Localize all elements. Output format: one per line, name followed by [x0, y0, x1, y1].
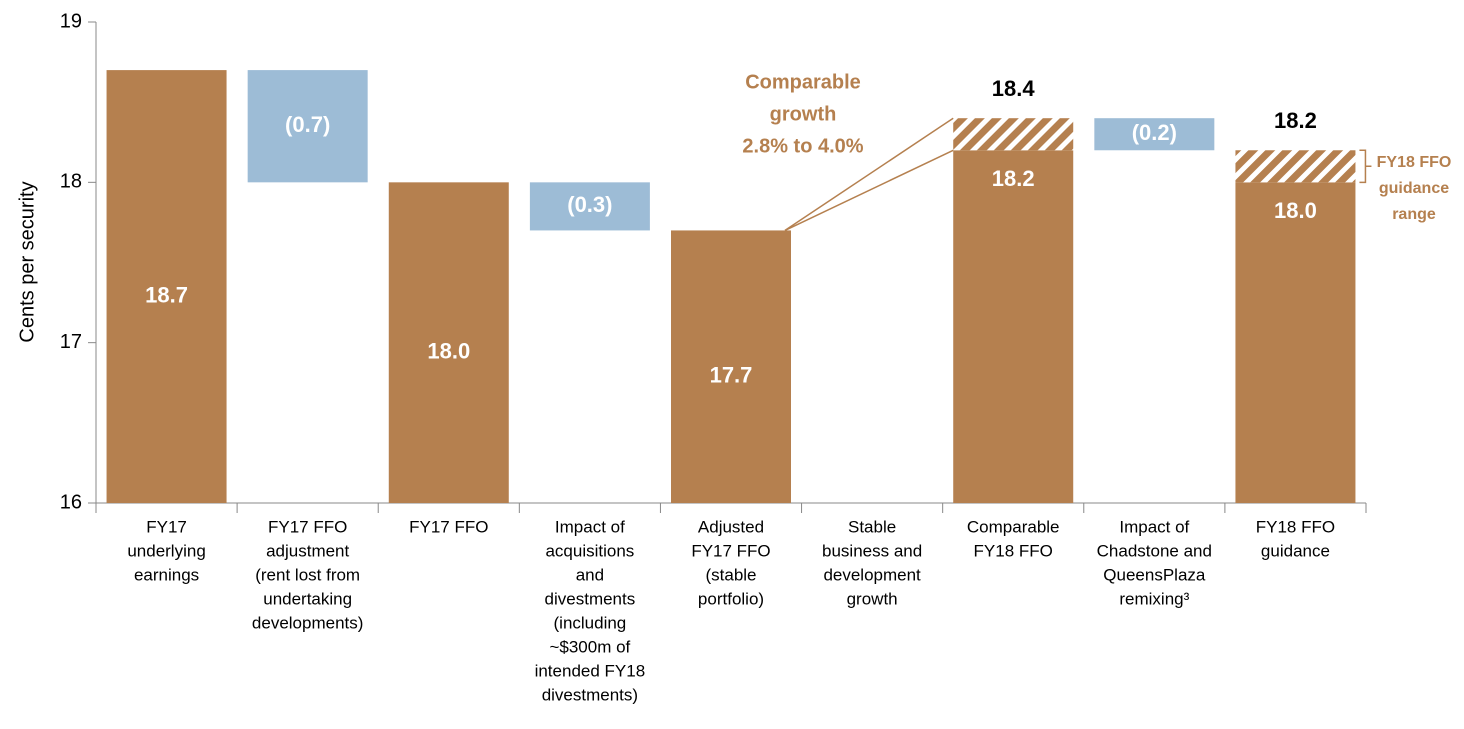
- value-label: 18.7: [145, 282, 188, 307]
- x-tick-label: and: [576, 565, 604, 584]
- value-label: 18.0: [1274, 198, 1317, 223]
- bar: [388, 182, 509, 504]
- x-tick-label: FY17: [146, 517, 187, 536]
- x-tick-label: Adjusted: [698, 517, 764, 536]
- x-tick-label: Impact of: [1119, 517, 1189, 536]
- x-tick-label: development: [823, 565, 921, 584]
- annotation: growth: [770, 103, 837, 125]
- bracket: [1359, 149, 1372, 184]
- x-tick-label: Impact of: [555, 517, 625, 536]
- value-label: (0.7): [285, 112, 330, 137]
- x-tick-label: (including: [554, 613, 627, 632]
- bar: [1235, 182, 1356, 504]
- annotation: Comparable: [745, 71, 861, 93]
- x-tick-label: remixing³: [1119, 589, 1189, 608]
- x-tick-label: Stable: [848, 517, 896, 536]
- delta-bar: [529, 182, 650, 231]
- x-tick-label: QueensPlaza: [1103, 565, 1206, 584]
- x-tick-label: FY18 FFO: [974, 541, 1053, 560]
- x-tick-label: (rent lost from: [255, 565, 360, 584]
- bar: [671, 230, 791, 503]
- x-tick-label: Chadstone and: [1097, 541, 1212, 560]
- x-tick-label: underlying: [127, 541, 205, 560]
- value-label: (0.2): [1132, 120, 1177, 145]
- bar: [106, 70, 227, 503]
- annotation: guidance: [1379, 180, 1449, 197]
- x-tick-label: FY17 FFO: [268, 517, 347, 536]
- range-label: 18.4: [992, 76, 1036, 101]
- x-tick-label: business and: [822, 541, 922, 560]
- x-tick-label: intended FY18: [535, 661, 646, 680]
- y-tick-label: 19: [60, 10, 82, 32]
- x-tick-label: divestments): [542, 685, 638, 704]
- range-label: 18.2: [1274, 108, 1317, 133]
- bar: [953, 150, 1074, 503]
- value-label: 17.7: [710, 363, 753, 388]
- x-tick-label: growth: [847, 589, 898, 608]
- y-tick-label: 16: [60, 491, 82, 513]
- x-tick-label: undertaking: [263, 589, 352, 608]
- x-tick-label: FY17 FFO: [409, 517, 488, 536]
- x-tick-label: divestments: [545, 589, 636, 608]
- delta-bar: [1094, 118, 1215, 151]
- x-tick-label: guidance: [1261, 541, 1330, 560]
- x-tick-label: FY17 FFO: [691, 541, 770, 560]
- y-tick-label: 17: [60, 331, 82, 353]
- y-axis-label: Cents per security: [16, 181, 38, 342]
- range-bar: [953, 118, 1074, 151]
- connector: [784, 117, 954, 232]
- annotation: range: [1392, 206, 1436, 223]
- value-label: (0.3): [567, 192, 612, 217]
- range-bar: [1235, 150, 1356, 183]
- x-tick-label: Comparable: [967, 517, 1060, 536]
- x-tick-label: ~$300m of: [549, 637, 630, 656]
- annotation: FY18 FFO: [1377, 154, 1452, 171]
- x-tick-label: developments): [252, 613, 364, 632]
- value-label: 18.0: [427, 338, 470, 363]
- y-tick-label: 18: [60, 171, 82, 193]
- x-tick-label: adjustment: [266, 541, 349, 560]
- x-tick-label: earnings: [134, 565, 199, 584]
- annotation: 2.8% to 4.0%: [742, 135, 863, 157]
- delta-bar: [247, 70, 368, 183]
- x-tick-label: acquisitions: [545, 541, 634, 560]
- connector: [784, 149, 954, 232]
- x-tick-label: portfolio): [698, 589, 764, 608]
- value-label: 18.2: [992, 166, 1035, 191]
- x-tick-label: FY18 FFO: [1256, 517, 1335, 536]
- x-tick-label: (stable: [705, 565, 756, 584]
